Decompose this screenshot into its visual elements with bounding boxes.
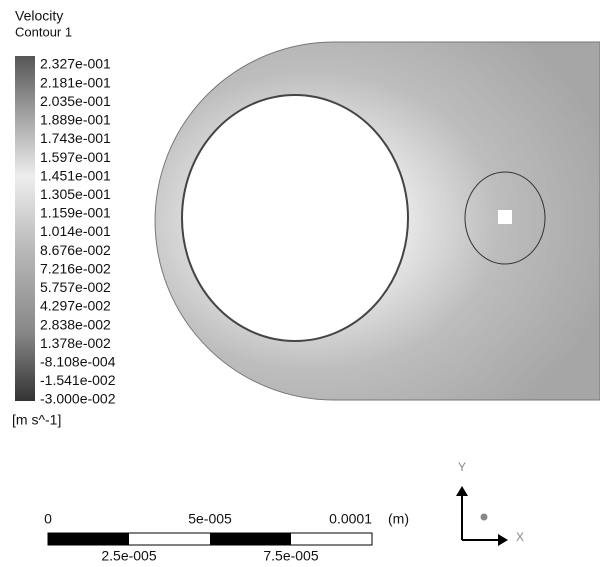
legend-level: 2.327e-001 xyxy=(40,56,111,72)
legend-levels: 2.327e-001 2.181e-001 2.035e-001 1.889e-001… xyxy=(40,56,116,407)
legend-level: 1.597e-001 xyxy=(40,149,111,165)
probe-square xyxy=(498,210,512,224)
legend-level: 2.035e-001 xyxy=(40,93,111,109)
legend-level: 5.757e-002 xyxy=(40,279,111,295)
scale-bar-segment xyxy=(48,533,129,545)
triad-y-label: Y xyxy=(458,460,466,474)
scale-label: 2.5e-005 xyxy=(101,548,156,564)
legend-level: 2.838e-002 xyxy=(40,316,111,332)
legend-level: 1.014e-001 xyxy=(40,223,111,239)
scale-unit: (m) xyxy=(388,511,409,527)
legend-level: -3.000e-002 xyxy=(40,391,116,407)
legend-level: 7.216e-002 xyxy=(40,260,111,276)
legend-level: 1.305e-001 xyxy=(40,186,111,202)
scale-label: 0 xyxy=(44,511,52,527)
legend-level: 8.676e-002 xyxy=(40,242,111,258)
legend-level: 1.159e-001 xyxy=(40,205,111,221)
scale-label: 7.5e-005 xyxy=(263,548,318,564)
legend-level: 4.297e-002 xyxy=(40,298,111,314)
legend-level: -8.108e-004 xyxy=(40,353,116,369)
legend-unit: [m s^-1] xyxy=(12,412,61,428)
axis-triad: Y X xyxy=(456,460,524,546)
screenshot: Velocity Contour 1 2.327e-0012.181e-0012… xyxy=(0,0,600,567)
legend-level: 1.889e-001 xyxy=(40,112,111,128)
scale-bar-segment xyxy=(210,533,291,545)
legend-level: 1.743e-001 xyxy=(40,130,111,146)
triad-x-label: X xyxy=(516,530,524,544)
cylinder xyxy=(182,95,408,341)
legend-level: -1.541e-002 xyxy=(40,372,116,388)
flow-domain xyxy=(155,42,600,400)
arrow-head xyxy=(456,486,468,496)
scale-label: 5e-005 xyxy=(188,511,232,527)
legend-subtitle: Contour 1 xyxy=(15,24,72,39)
scale-label: 0.0001 xyxy=(329,511,372,527)
legend-level: 1.451e-001 xyxy=(40,167,111,183)
legend-level: 2.181e-001 xyxy=(40,74,111,90)
arrow-head xyxy=(498,534,508,546)
legend-level: 1.378e-002 xyxy=(40,335,111,351)
z-indicator xyxy=(481,514,488,521)
color-bar xyxy=(15,56,35,401)
scale-bar: 0 5e-005 0.0001 (m) 2.5e-005 7.5e-005 xyxy=(44,511,409,564)
legend-title: Velocity xyxy=(15,8,63,24)
